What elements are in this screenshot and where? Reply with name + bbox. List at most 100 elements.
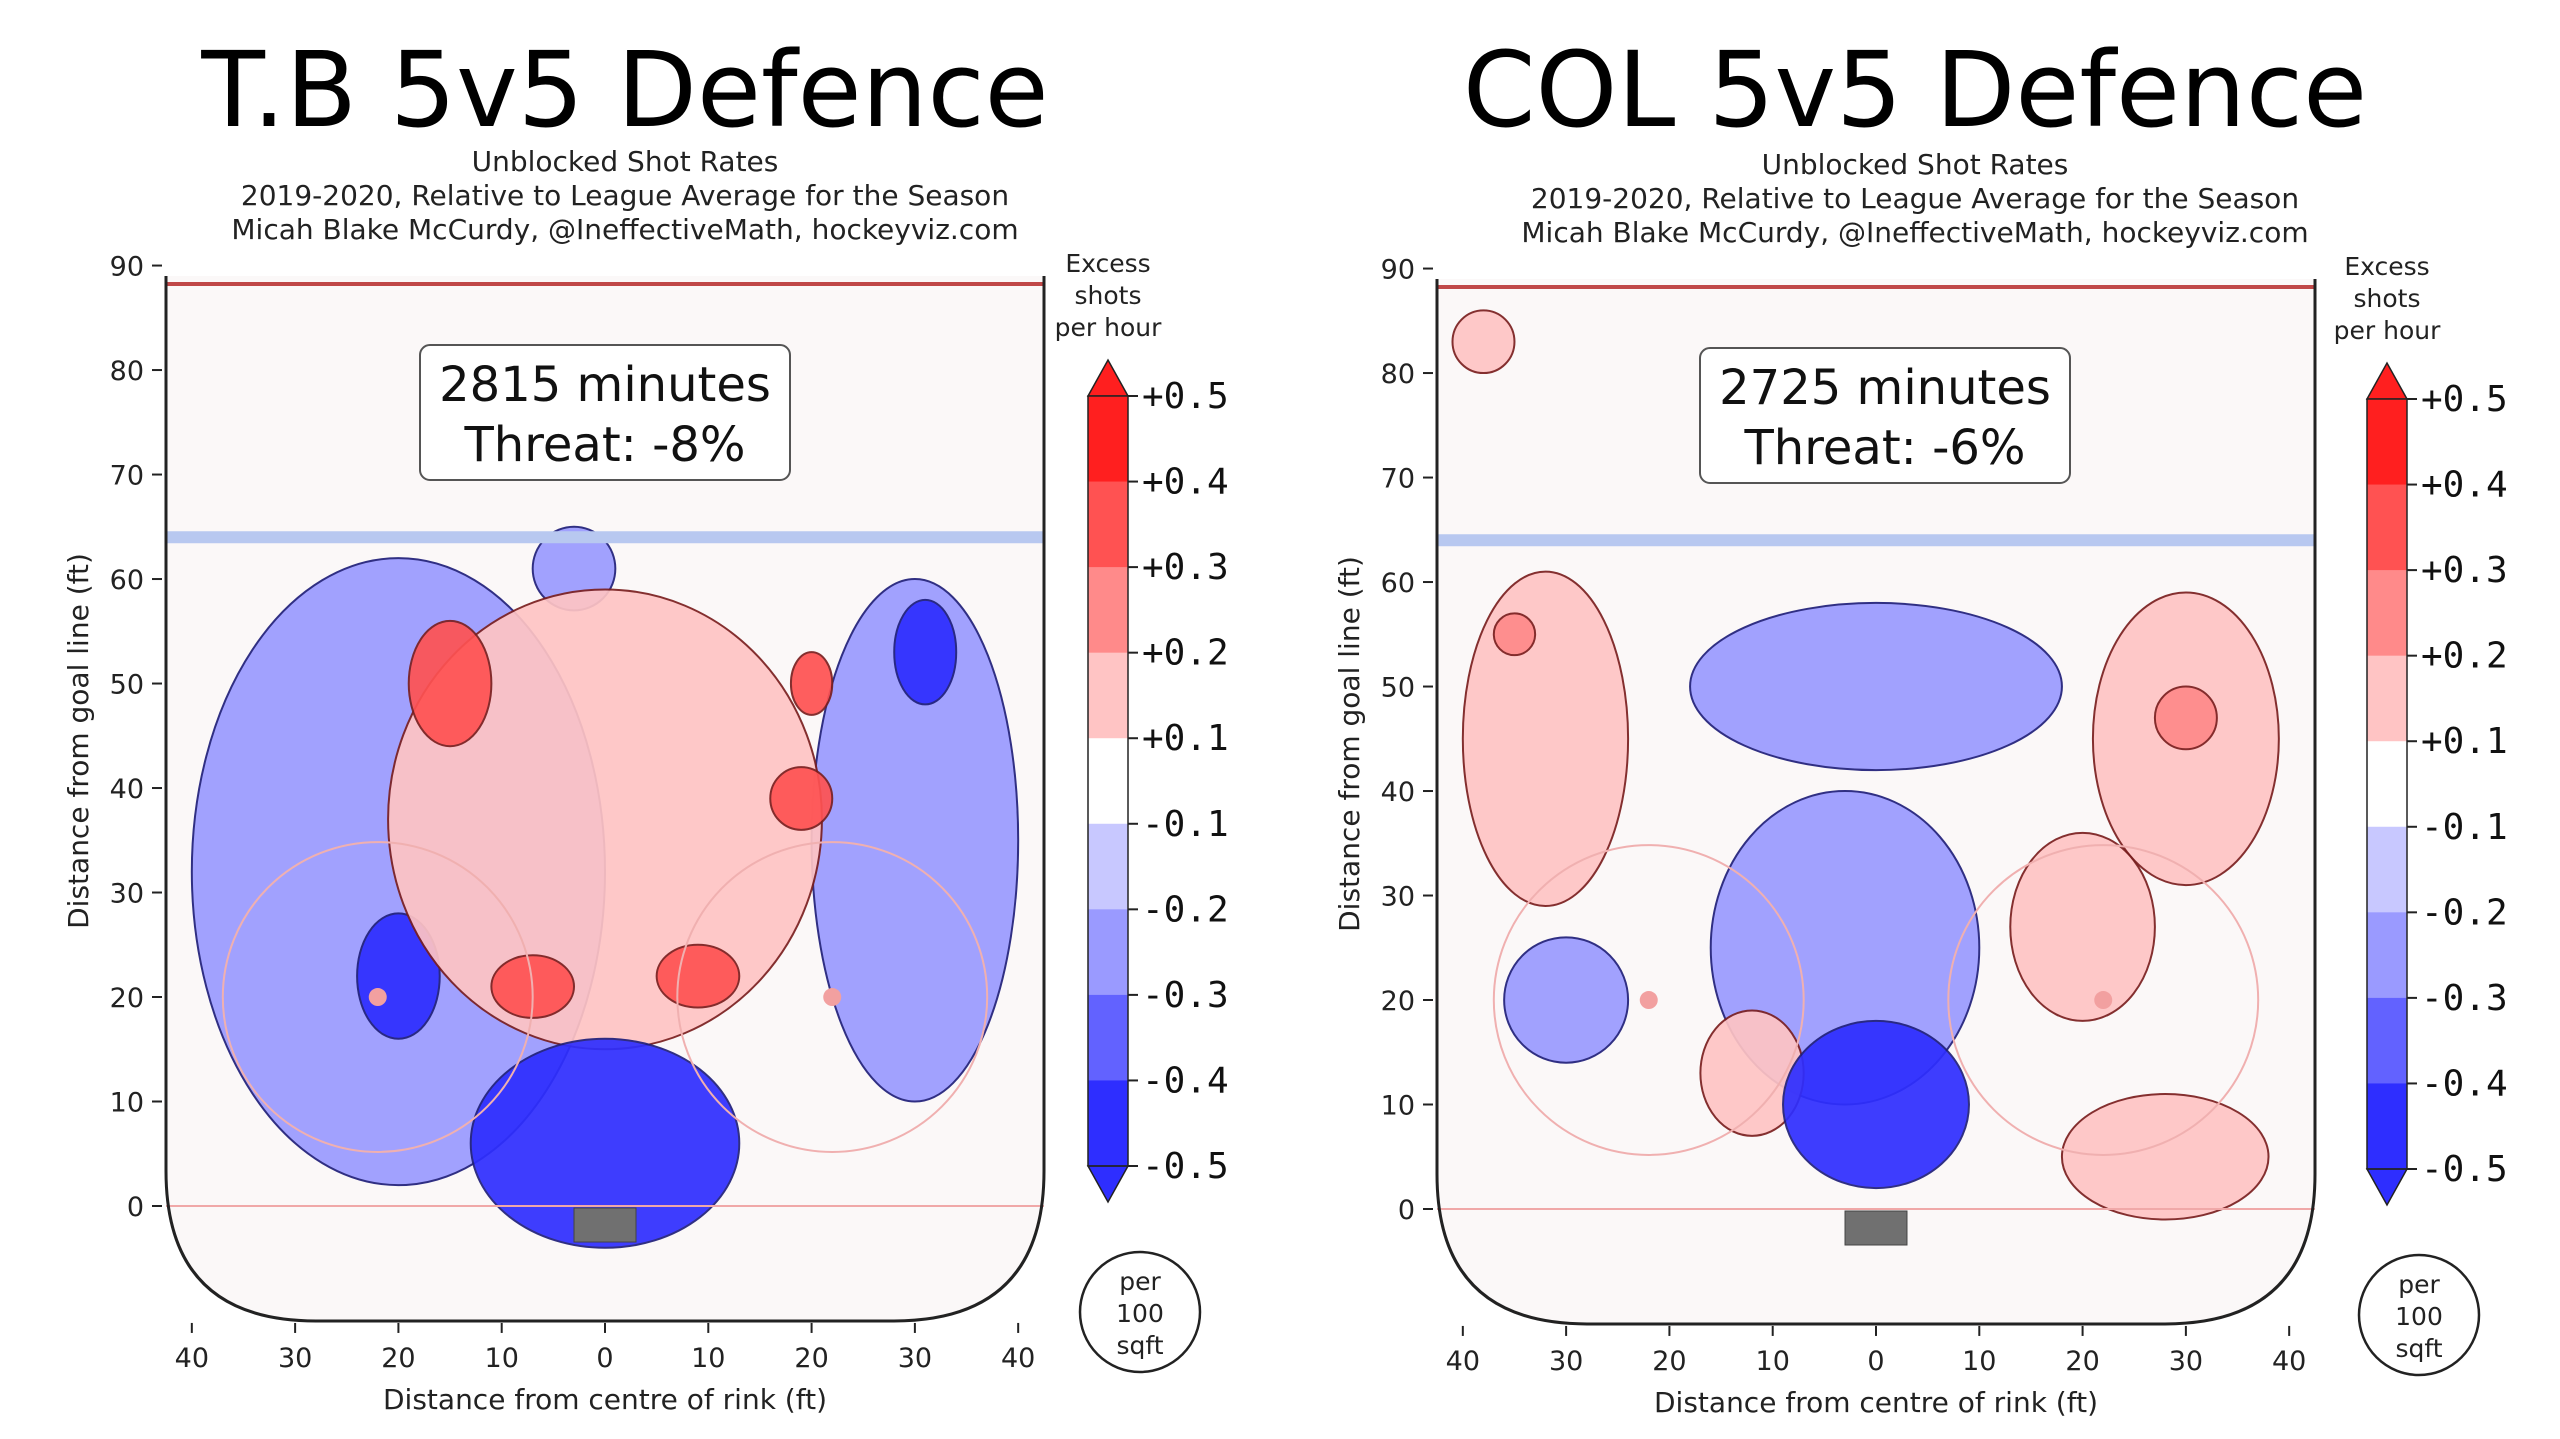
faceoff-dot-1 — [823, 988, 842, 1007]
chart-subtitle-3: Micah Blake McCurdy, @IneffectiveMath, h… — [1521, 216, 2309, 249]
heatmap-region-2 — [1492, 612, 1537, 657]
threat-text: Threat: -6% — [1743, 420, 2025, 476]
colorbar-label-8: -0.4 — [2421, 1063, 2508, 1104]
colorbar-label-6: -0.2 — [1142, 889, 1229, 930]
goal-net — [573, 1207, 637, 1243]
colorbar-label-9: -0.5 — [1142, 1146, 1229, 1187]
y-tick-label-1: 80 — [1381, 359, 1415, 390]
y-tick-label-0: 90 — [110, 252, 144, 283]
y-tick-label-0: 90 — [1381, 255, 1415, 286]
goal-net — [1844, 1210, 1908, 1246]
x-tick-label-2: 20 — [1652, 1346, 1686, 1377]
heatmap-region-11 — [469, 1037, 741, 1249]
y-tick-label-4: 50 — [110, 670, 144, 701]
colorbar-segment-8 — [1088, 1080, 1128, 1167]
y-tick-label-7: 20 — [1381, 986, 1415, 1017]
x-axis-label: Distance from centre of rink (ft) — [1654, 1386, 2098, 1419]
y-tick-label-8: 10 — [110, 1088, 144, 1119]
y-axis-label: Distance from goal line (ft) — [1333, 556, 1366, 932]
per-area-text-2: sqft — [1116, 1331, 1163, 1360]
heatmap-region-0 — [1451, 309, 1516, 375]
heatmap-region-7 — [2153, 685, 2218, 751]
heatmap-region-7 — [789, 651, 834, 716]
x-tick-label-4: 0 — [1867, 1346, 1884, 1377]
heatmap-region-8 — [2009, 831, 2156, 1022]
info-box — [419, 344, 791, 481]
heatmap-region-3 — [893, 598, 958, 706]
colorbar-label-5: -0.1 — [2421, 807, 2508, 848]
x-tick-label-1: 30 — [1549, 1346, 1583, 1377]
faceoff-circle-0 — [221, 841, 534, 1153]
colorbar-segment-0 — [1088, 396, 1128, 483]
faceoff-dot-0 — [368, 988, 387, 1007]
colorbar-segment-4 — [1088, 738, 1128, 825]
faceoff-dot-1 — [2094, 991, 2113, 1010]
colorbar-label-3: +0.2 — [1142, 633, 1229, 674]
y-tick-label-9: 0 — [127, 1192, 144, 1223]
x-tick-label-7: 30 — [898, 1343, 932, 1374]
x-axis-label: Distance from centre of rink (ft) — [383, 1383, 827, 1416]
colorbar-segment-3 — [1088, 652, 1128, 739]
colorbar-frame — [2366, 398, 2408, 1170]
colorbar-title-0: Excess — [2344, 252, 2429, 281]
chart-title: COL 5v5 Defence — [1462, 29, 2368, 151]
x-tick-label-2: 20 — [381, 1343, 415, 1374]
faceoff-dot-0 — [1639, 991, 1658, 1010]
colorbar-title-1: shots — [2354, 284, 2421, 313]
colorbar-segment-2 — [1088, 567, 1128, 654]
chart-title: T.B 5v5 Defence — [201, 29, 1049, 151]
threat-text: Threat: -8% — [463, 417, 745, 473]
colorbar-title-2: per hour — [1055, 313, 1162, 342]
faceoff-circle-1 — [676, 841, 989, 1153]
info-box — [1699, 347, 2071, 484]
colorbar-label-9: -0.5 — [2421, 1149, 2508, 1190]
heatmap-region-2 — [356, 912, 441, 1040]
y-tick-label-3: 60 — [1381, 568, 1415, 599]
colorbar-title-2: per hour — [2334, 316, 2441, 345]
minutes-text: 2725 minutes — [1719, 360, 2051, 416]
chart-subtitle-2: 2019-2020, Relative to League Average fo… — [1530, 182, 2300, 215]
colorbar-segment-2 — [2367, 570, 2407, 657]
y-tick-label-3: 60 — [110, 565, 144, 596]
x-tick-label-3: 10 — [485, 1343, 519, 1374]
colorbar-label-2: +0.3 — [2421, 550, 2508, 591]
col-defence-panel: COL 5v5 Defence Unblocked Shot Rates 201… — [1280, 0, 2560, 1439]
faceoff-circle-1 — [1947, 844, 2260, 1156]
per-area-text-1: 100 — [1116, 1299, 1164, 1328]
faceoff-circle-0 — [1492, 844, 1805, 1156]
colorbar-label-5: -0.1 — [1142, 804, 1229, 845]
colorbar-segment-3 — [2367, 655, 2407, 742]
y-tick-label-2: 70 — [110, 461, 144, 492]
heatmap-region-6 — [407, 619, 493, 748]
minutes-text: 2815 minutes — [439, 357, 771, 413]
colorbar-label-4: +0.1 — [2421, 721, 2508, 762]
x-tick-label-8: 40 — [2272, 1346, 2306, 1377]
per-area-badge — [1078, 1250, 1202, 1374]
x-tick-label-7: 30 — [2169, 1346, 2203, 1377]
y-tick-label-5: 40 — [110, 774, 144, 805]
x-tick-label-0: 40 — [1446, 1346, 1480, 1377]
colorbar-segment-1 — [1088, 481, 1128, 568]
rink-boards — [164, 276, 1046, 1323]
colorbar-label-0: +0.5 — [1142, 376, 1229, 417]
heatmap-region-10 — [655, 943, 741, 1009]
y-tick-label-6: 30 — [1381, 882, 1415, 913]
y-tick-label-1: 80 — [110, 356, 144, 387]
x-tick-label-1: 30 — [278, 1343, 312, 1374]
chart-subtitle-3: Micah Blake McCurdy, @IneffectiveMath, h… — [231, 213, 1019, 246]
heatmap-region-3 — [1689, 601, 2063, 772]
colorbar-label-2: +0.3 — [1142, 547, 1229, 588]
per-area-text-0: per — [2398, 1270, 2440, 1299]
heatmap-region-9 — [2060, 1093, 2270, 1221]
colorbar-title-0: Excess — [1065, 249, 1150, 278]
colorbar-top-arrow — [2365, 361, 2409, 400]
y-tick-label-2: 70 — [1381, 464, 1415, 495]
tb-defence-panel: T.B 5v5 Defence Unblocked Shot Rates 201… — [62, 29, 1229, 1416]
rink-boards — [1435, 279, 2317, 1326]
y-tick-label-8: 10 — [1381, 1091, 1415, 1122]
colorbar-segment-0 — [2367, 399, 2407, 486]
heatmap-regions — [190, 525, 1020, 1249]
heatmap-region-5 — [1503, 936, 1630, 1064]
